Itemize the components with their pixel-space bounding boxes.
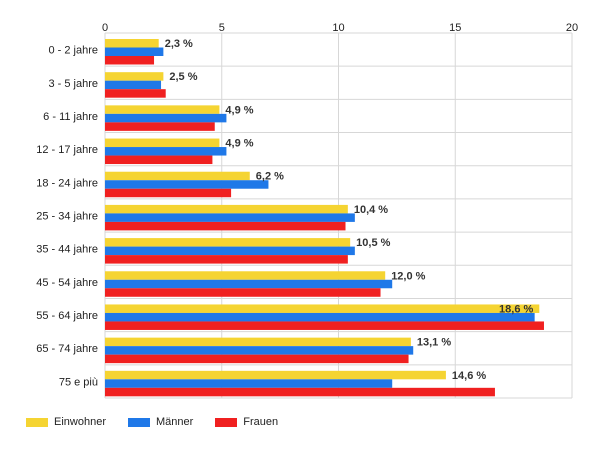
legend-swatch-frauen (215, 417, 238, 427)
category-label: 6 - 11 jahre (43, 111, 98, 123)
bar-frauen[interactable] (105, 288, 381, 297)
legend-label-einwohner: Einwohner (54, 416, 106, 428)
category-label: 35 - 44 jahre (36, 244, 98, 256)
bar-einwohner[interactable] (105, 171, 250, 181)
data-label: 18,6 % (499, 303, 533, 315)
bar-einwohner[interactable] (105, 138, 220, 148)
category-label: 75 e più (59, 376, 98, 388)
bar-frauen[interactable] (105, 89, 166, 98)
category-label: 0 - 2 jahre (48, 45, 98, 57)
bars (105, 39, 544, 397)
grid (104, 32, 573, 399)
data-label: 14,6 % (452, 370, 486, 382)
x-axis-ticks: 0 5 10 15 20 (102, 22, 578, 34)
x-tick-label: 20 (566, 22, 578, 34)
category-label: 65 - 74 jahre (36, 343, 98, 355)
bar-einwohner[interactable] (105, 370, 446, 380)
legend: Einwohner Männer Frauen (26, 416, 278, 428)
bar-mnner[interactable] (105, 379, 393, 388)
bar-frauen[interactable] (105, 221, 346, 231)
bar-frauen[interactable] (105, 387, 495, 397)
bar-einwohner[interactable] (105, 337, 411, 347)
bar-einwohner[interactable] (105, 105, 220, 114)
x-tick-label: 0 (102, 22, 108, 34)
category-label: 18 - 24 jahre (36, 177, 98, 189)
bar-mnner[interactable] (105, 246, 355, 256)
bar-mnner[interactable] (105, 279, 393, 289)
data-label: 2,3 % (165, 38, 193, 50)
x-tick-label: 10 (332, 22, 344, 34)
data-label: 2,5 % (169, 71, 197, 83)
data-label: 12,0 % (391, 270, 425, 282)
category-label: 55 - 64 jahre (36, 310, 98, 322)
x-tick-label: 5 (219, 22, 225, 34)
bar-mnner[interactable] (105, 213, 355, 222)
data-label: 10,5 % (356, 237, 390, 249)
bar-frauen[interactable] (105, 188, 232, 198)
bar-frauen[interactable] (105, 56, 155, 65)
legend-item-frauen[interactable]: Frauen (215, 416, 278, 428)
x-tick-label: 15 (449, 22, 461, 34)
legend-swatch-maenner (127, 417, 150, 427)
legend-item-maenner[interactable]: Männer (127, 416, 194, 428)
bar-einwohner[interactable] (105, 204, 348, 214)
data-label: 13,1 % (417, 337, 451, 349)
bar-mnner[interactable] (105, 346, 414, 355)
bar-frauen[interactable] (105, 321, 544, 330)
category-label: 3 - 5 jahre (48, 78, 98, 90)
legend-item-einwohner[interactable]: Einwohner (26, 416, 106, 428)
category-label: 45 - 54 jahre (36, 277, 98, 289)
data-label: 10,4 % (354, 204, 388, 216)
data-label: 4,9 % (225, 138, 253, 150)
legend-label-frauen: Frauen (243, 416, 279, 428)
bar-mnner[interactable] (105, 47, 164, 57)
bar-frauen[interactable] (105, 122, 215, 131)
legend-label-maenner: Männer (155, 416, 194, 428)
bar-mnner[interactable] (105, 180, 269, 189)
category-label: 25 - 34 jahre (36, 211, 98, 223)
bar-einwohner[interactable] (105, 72, 164, 81)
bar-frauen[interactable] (105, 255, 348, 264)
bar-frauen[interactable] (105, 155, 213, 165)
bar-mnner[interactable] (105, 312, 535, 322)
bar-mnner[interactable] (105, 80, 162, 90)
bar-einwohner[interactable] (105, 271, 386, 280)
bar-mnner[interactable] (105, 113, 227, 123)
category-labels: 0 - 2 jahre 3 - 5 jahre 6 - 11 jahre 12 - 1… (36, 45, 98, 389)
bar-einwohner[interactable] (105, 304, 540, 313)
category-label: 12 - 17 jahre (36, 144, 98, 156)
data-label: 6,2 % (256, 171, 284, 183)
bar-einwohner[interactable] (105, 238, 351, 247)
bar-frauen[interactable] (105, 354, 409, 364)
legend-swatch-einwohner (26, 417, 48, 427)
data-labels: 2,3 % 2,5 % 4,9 % 4,9 % 6,2 % 10,4 % 10,5 % 12,… (165, 38, 534, 382)
bar-einwohner[interactable] (105, 39, 159, 48)
data-label: 4,9 % (225, 104, 253, 116)
bar-mnner[interactable] (105, 147, 227, 156)
